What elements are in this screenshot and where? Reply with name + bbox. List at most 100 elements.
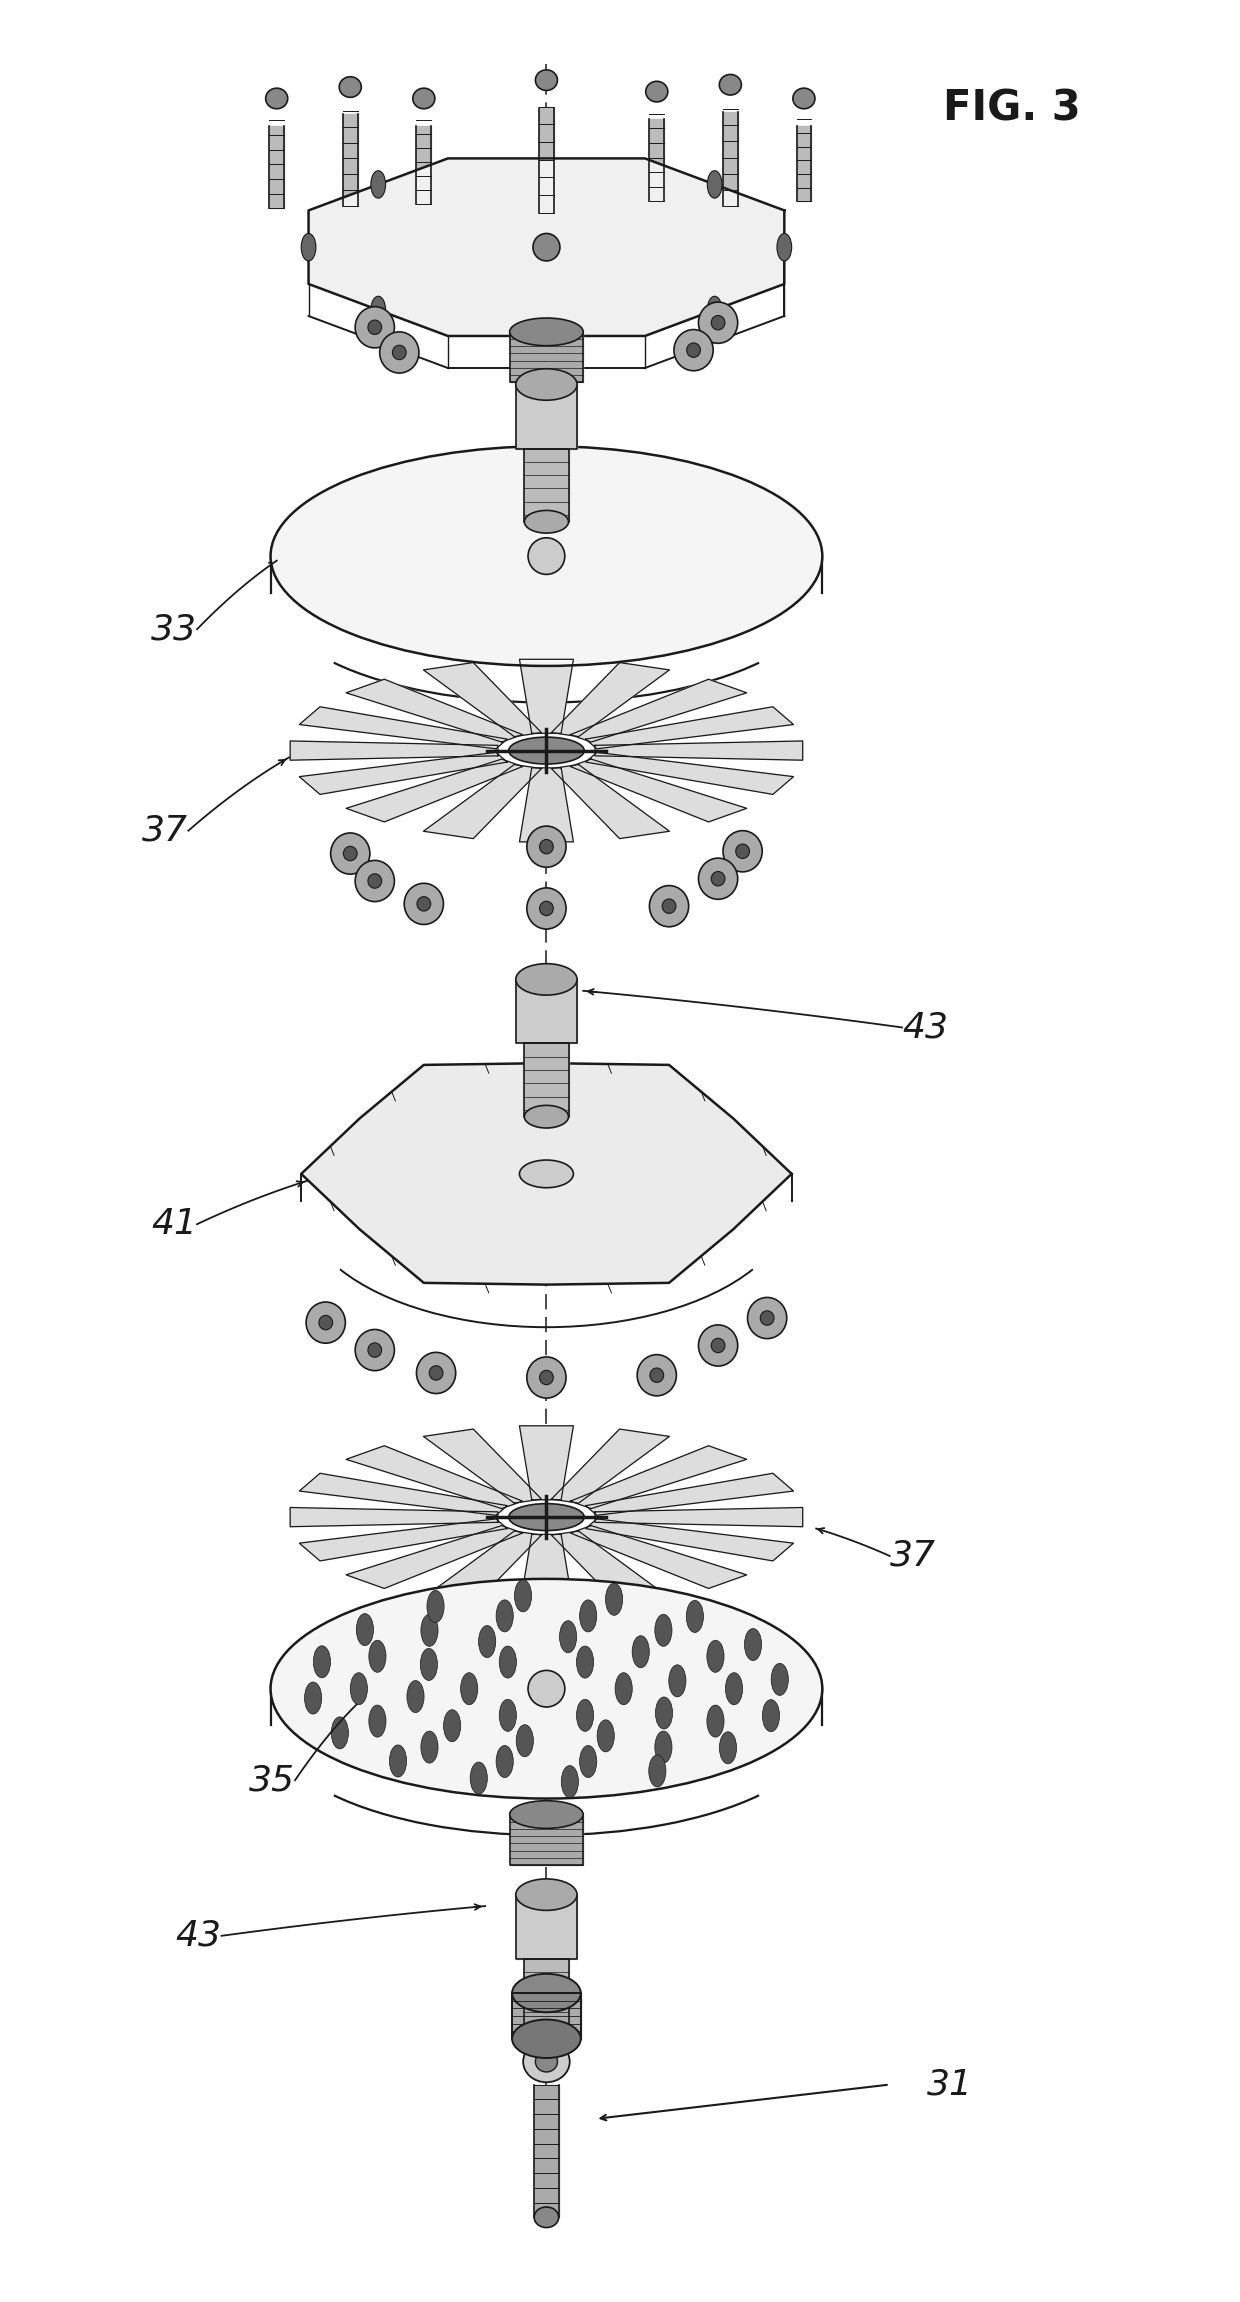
- Polygon shape: [512, 1994, 580, 2040]
- Polygon shape: [585, 1473, 794, 1515]
- Circle shape: [420, 1614, 438, 1646]
- Circle shape: [500, 1699, 516, 1731]
- Polygon shape: [423, 764, 542, 838]
- Circle shape: [579, 1745, 596, 1777]
- Ellipse shape: [637, 1354, 676, 1395]
- Circle shape: [632, 1637, 650, 1667]
- Ellipse shape: [536, 2051, 558, 2072]
- Circle shape: [331, 1717, 348, 1750]
- Ellipse shape: [404, 884, 444, 925]
- Circle shape: [707, 297, 722, 325]
- Polygon shape: [346, 1446, 522, 1508]
- Ellipse shape: [368, 320, 382, 334]
- Polygon shape: [525, 1959, 568, 2033]
- Polygon shape: [301, 1064, 791, 1285]
- Ellipse shape: [516, 1878, 577, 1911]
- Ellipse shape: [508, 737, 584, 764]
- Ellipse shape: [539, 902, 553, 916]
- Ellipse shape: [698, 1326, 738, 1365]
- Text: 43: 43: [901, 1011, 949, 1045]
- Circle shape: [649, 1754, 666, 1786]
- Ellipse shape: [429, 1365, 443, 1381]
- Circle shape: [356, 1614, 373, 1646]
- Polygon shape: [516, 384, 577, 449]
- Circle shape: [420, 1731, 438, 1763]
- Polygon shape: [346, 1526, 522, 1588]
- Ellipse shape: [523, 2042, 569, 2083]
- Ellipse shape: [712, 1337, 725, 1354]
- Polygon shape: [552, 764, 670, 838]
- Ellipse shape: [527, 889, 565, 930]
- Circle shape: [719, 1731, 737, 1763]
- Polygon shape: [290, 1508, 498, 1526]
- Ellipse shape: [539, 1370, 553, 1386]
- Circle shape: [444, 1710, 461, 1743]
- Text: 41: 41: [151, 1206, 197, 1241]
- Ellipse shape: [516, 368, 577, 401]
- Ellipse shape: [698, 859, 738, 900]
- Ellipse shape: [265, 87, 288, 108]
- Ellipse shape: [675, 329, 713, 371]
- Text: 33: 33: [151, 612, 197, 647]
- Ellipse shape: [319, 1314, 332, 1331]
- Ellipse shape: [719, 74, 742, 94]
- Ellipse shape: [760, 1310, 774, 1326]
- Ellipse shape: [417, 898, 430, 912]
- Circle shape: [301, 233, 316, 260]
- Polygon shape: [525, 449, 568, 523]
- Circle shape: [562, 1766, 578, 1798]
- Ellipse shape: [355, 861, 394, 902]
- Circle shape: [515, 1579, 532, 1611]
- Circle shape: [668, 1664, 686, 1697]
- Ellipse shape: [528, 539, 565, 576]
- Polygon shape: [552, 1430, 670, 1503]
- Ellipse shape: [270, 447, 822, 665]
- Circle shape: [577, 1699, 594, 1731]
- Polygon shape: [570, 760, 746, 822]
- Circle shape: [496, 1745, 513, 1777]
- Ellipse shape: [368, 1342, 382, 1358]
- Ellipse shape: [331, 833, 370, 875]
- Ellipse shape: [533, 233, 560, 260]
- Text: 37: 37: [890, 1540, 936, 1572]
- Ellipse shape: [379, 331, 419, 373]
- Ellipse shape: [792, 87, 815, 108]
- Circle shape: [615, 1674, 632, 1706]
- Text: 35: 35: [249, 1763, 295, 1798]
- Ellipse shape: [527, 1356, 565, 1397]
- Ellipse shape: [413, 87, 435, 108]
- Circle shape: [470, 1761, 487, 1793]
- Polygon shape: [299, 707, 507, 748]
- Circle shape: [655, 1731, 672, 1763]
- Circle shape: [500, 1646, 516, 1678]
- Circle shape: [725, 1674, 743, 1706]
- Polygon shape: [510, 331, 583, 382]
- Polygon shape: [309, 159, 785, 336]
- Polygon shape: [516, 1895, 577, 1959]
- Circle shape: [686, 1600, 703, 1632]
- Ellipse shape: [520, 1160, 573, 1188]
- Polygon shape: [290, 741, 498, 760]
- Polygon shape: [595, 741, 802, 760]
- Circle shape: [656, 1697, 672, 1729]
- Ellipse shape: [512, 2019, 580, 2058]
- Ellipse shape: [748, 1298, 786, 1340]
- Text: 31: 31: [926, 2067, 972, 2102]
- Circle shape: [707, 1706, 724, 1738]
- Polygon shape: [299, 1473, 507, 1515]
- Ellipse shape: [687, 343, 701, 357]
- Ellipse shape: [650, 886, 688, 928]
- Circle shape: [420, 1648, 438, 1680]
- Ellipse shape: [650, 1367, 663, 1384]
- Ellipse shape: [528, 1671, 565, 1708]
- Polygon shape: [520, 658, 573, 734]
- Ellipse shape: [698, 302, 738, 343]
- Circle shape: [305, 1683, 321, 1715]
- Ellipse shape: [525, 511, 568, 534]
- Polygon shape: [516, 978, 577, 1043]
- Circle shape: [389, 1745, 407, 1777]
- Polygon shape: [552, 663, 670, 737]
- Polygon shape: [552, 1531, 670, 1604]
- Polygon shape: [520, 1535, 573, 1609]
- Ellipse shape: [525, 2021, 568, 2044]
